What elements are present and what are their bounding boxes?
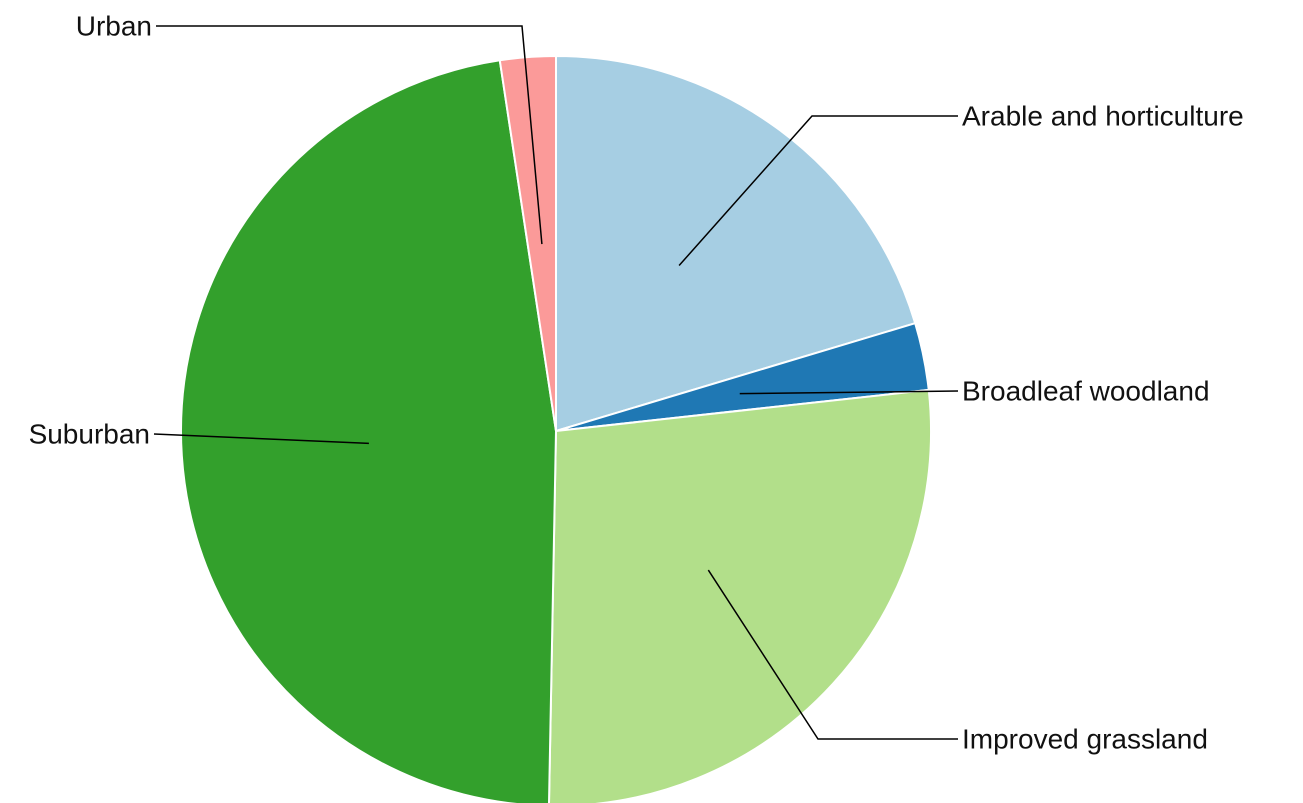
slice-label-urban: Urban <box>76 11 152 42</box>
slice-label-arable-and-horticulture: Arable and horticulture <box>962 101 1244 132</box>
slice-label-improved-grassland: Improved grassland <box>962 724 1208 755</box>
leader-lines-layer <box>153 25 959 740</box>
leader-line-arable-and-horticulture <box>678 115 958 267</box>
leader-line-suburban <box>153 433 369 445</box>
pie-slice-arable-and-horticulture <box>555 54 917 433</box>
slice-label-broadleaf-woodland: Broadleaf woodland <box>962 376 1210 407</box>
pie-slice-suburban <box>180 59 558 803</box>
slice-labels-layer: Arable and horticulture Broadleaf woodlan… <box>29 11 1244 755</box>
pie-slice-improved-grassland <box>548 388 932 803</box>
leader-line-improved-grassland <box>707 569 958 740</box>
slices-layer <box>180 54 932 803</box>
leader-line-urban <box>156 25 543 245</box>
slice-label-suburban: Suburban <box>29 419 150 450</box>
leader-line-broadleaf-woodland <box>739 390 959 395</box>
pie-slice-urban <box>498 54 557 432</box>
